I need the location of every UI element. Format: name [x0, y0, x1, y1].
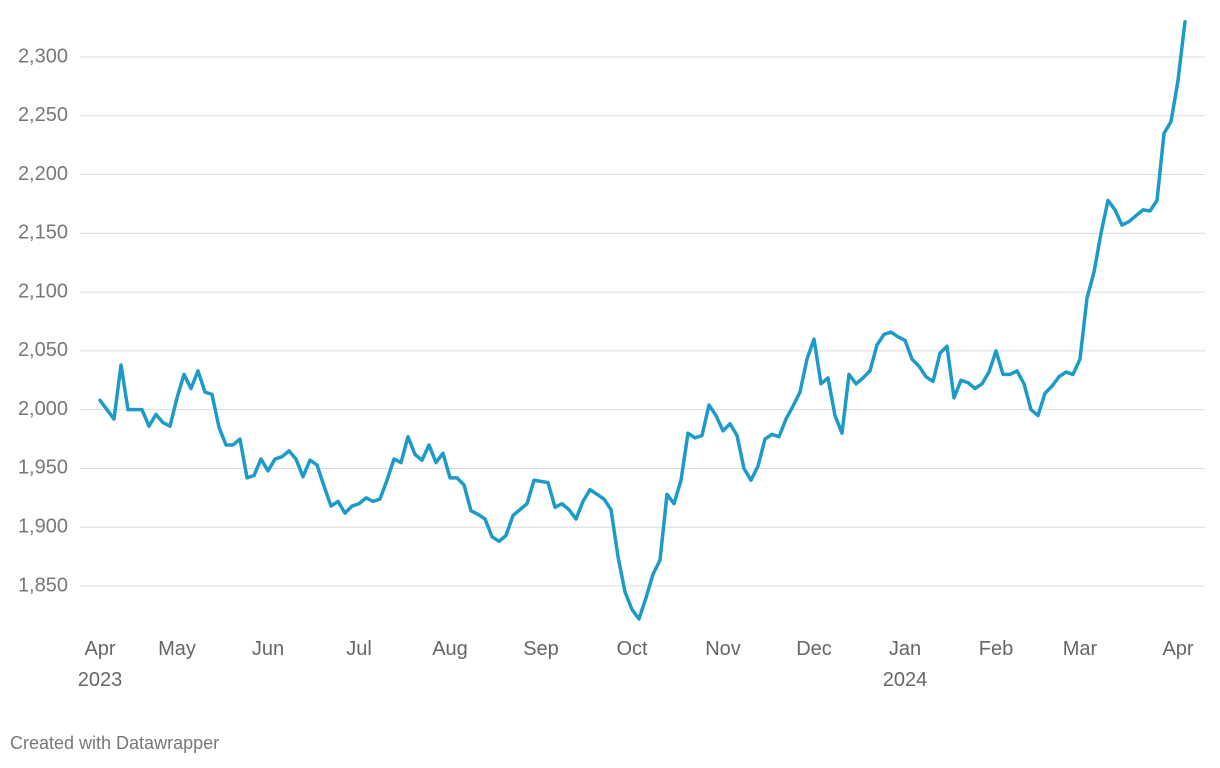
- y-tick-label: 2,100: [18, 280, 68, 302]
- chart: 1,850 1,900 1,950 2,000 2,050 2,100 2,150 2,200…: [18, 19, 1205, 621]
- x-tick-label: Oct: [616, 638, 648, 660]
- price-line: [98, 19, 1187, 621]
- x-tick-label: Dec: [796, 638, 832, 660]
- x-tick-label: Jan 2024: [882, 638, 928, 691]
- x-tick-label: Aug: [432, 638, 468, 660]
- y-tick-label: 1,900: [18, 516, 68, 538]
- x-tick-label: May: [158, 638, 196, 660]
- x-tick-label: Jul: [346, 638, 372, 660]
- y-tick-label: 2,150: [18, 222, 68, 244]
- x-tick-label: Nov: [705, 638, 741, 660]
- footer: Created with Datawrapper: [10, 733, 220, 753]
- y-tick-label: 2,250: [18, 104, 68, 126]
- y-tick-label: 1,950: [18, 457, 68, 479]
- y-tick-label: 2,200: [18, 163, 68, 185]
- x-tick-label: Apr 2023: [77, 638, 123, 691]
- y-tick-label: 2,050: [18, 339, 68, 361]
- x-tick-label: Feb: [978, 638, 1014, 660]
- y-tick-label: 2,300: [18, 45, 68, 67]
- x-tick-label: Apr: [1162, 638, 1194, 660]
- y-tick-label: 2,000: [18, 398, 68, 420]
- y-tick-label: 1,850: [18, 574, 68, 596]
- x-tick-label: Mar: [1062, 638, 1098, 660]
- x-tick-label: Sep: [523, 638, 559, 660]
- x-tick-label: Jun: [251, 638, 285, 660]
